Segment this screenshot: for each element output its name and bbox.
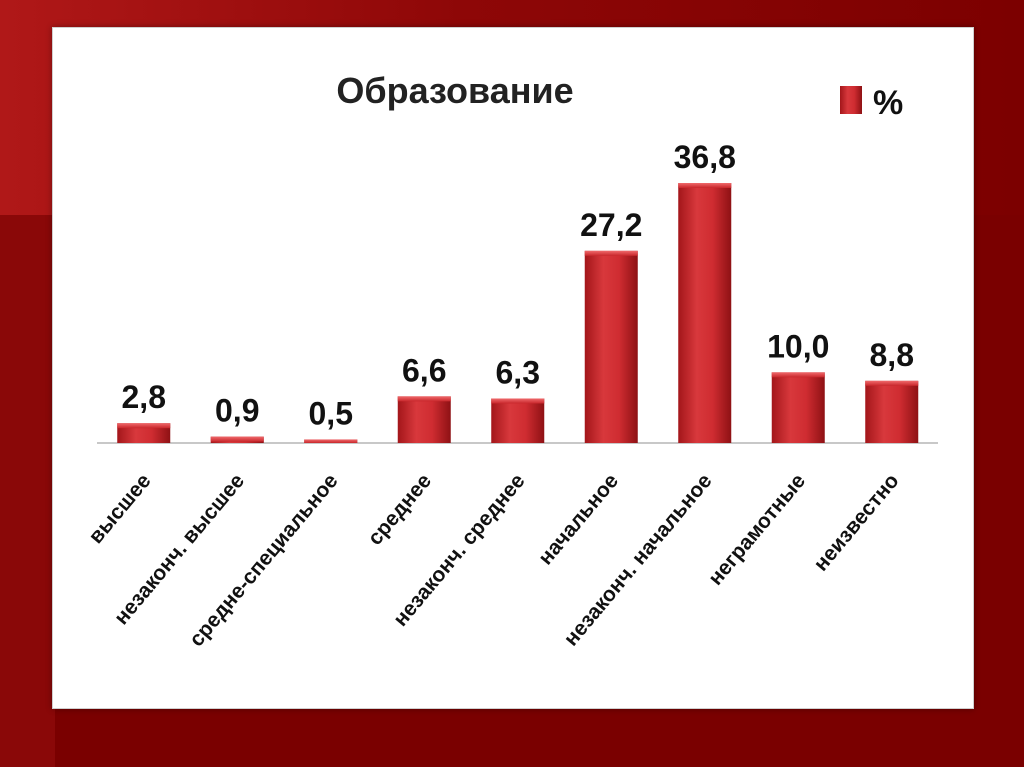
bar-cap-7 xyxy=(678,183,732,188)
legend-label: % xyxy=(873,84,903,122)
legend: % xyxy=(840,84,903,122)
bar-4 xyxy=(397,396,451,443)
bar-8 xyxy=(771,372,825,443)
bar-cap-1 xyxy=(117,423,171,429)
value-label-8: 10,0 xyxy=(767,328,829,364)
category-label-8: неграмотные xyxy=(704,469,810,589)
bar-cap-2 xyxy=(210,436,264,442)
bar-7 xyxy=(678,183,732,443)
bar-cap-9 xyxy=(865,380,919,386)
legend-swatch xyxy=(840,86,862,114)
value-label-5: 6,3 xyxy=(496,354,540,390)
value-label-1: 2,8 xyxy=(122,379,166,415)
bar-5 xyxy=(491,398,545,443)
value-label-4: 6,6 xyxy=(402,352,446,388)
category-label-1: высшее xyxy=(84,469,155,548)
chart-title: Образование xyxy=(336,70,573,111)
bar-cap-5 xyxy=(491,398,545,404)
value-label-2: 0,9 xyxy=(215,393,259,429)
value-label-6: 27,2 xyxy=(580,207,642,243)
value-label-9: 8,8 xyxy=(870,337,914,373)
bar-6 xyxy=(584,250,638,443)
bar-chart: Образование % 2,8 0,9 0,5 6,6 6,3 27,2 36,8 10,… xyxy=(84,70,938,651)
chart-panel: Образование % 2,8 0,9 0,5 6,6 6,3 27,2 36,8 10,… xyxy=(52,27,974,709)
category-label-6: начальное xyxy=(534,469,623,569)
bar-cap-8 xyxy=(771,372,825,378)
bar-cap-6 xyxy=(584,250,638,256)
category-label-4: среднее xyxy=(363,469,436,549)
category-label-9: неизвестно xyxy=(809,469,903,575)
bar-9 xyxy=(865,380,919,443)
bar-cap-3 xyxy=(304,439,358,443)
value-label-3: 0,5 xyxy=(309,395,353,431)
value-label-7: 36,8 xyxy=(674,139,736,175)
background-corner xyxy=(0,215,55,767)
bar-cap-4 xyxy=(397,396,451,402)
